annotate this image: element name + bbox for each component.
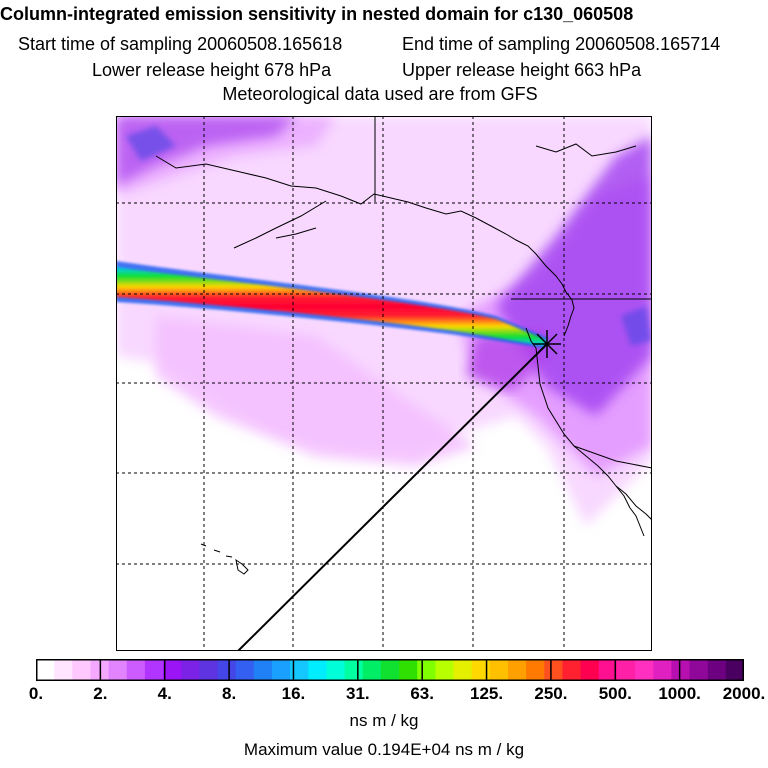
border-us-mexico: [573, 445, 652, 469]
colorbar-swatch: [399, 659, 418, 681]
coastline-baja: [629, 507, 645, 537]
colorbar-swatch: [308, 659, 327, 681]
trajectory-line: [237, 343, 548, 651]
colorbar-swatch: [653, 659, 672, 681]
colorbar-ticks: 0. 2. 4. 8. 16. 31. 63. 125. 250. 500. 1000. 2000.: [0, 684, 768, 706]
colorbar-swatch: [344, 659, 364, 681]
colorbar-tick-label: 8.: [221, 684, 237, 703]
lat-lon-grid: [116, 116, 652, 651]
colorbar-swatch: [380, 659, 400, 681]
coastline-peninsula: [233, 200, 327, 249]
field-violet-receptor: [466, 331, 546, 391]
colorbar-swatch: [635, 659, 654, 681]
colorbar-swatch: [417, 659, 436, 681]
colorbar-swatch: [689, 659, 709, 681]
colorbar-swatch: [671, 659, 691, 681]
met-data-label: Meteorological data used are from GFS: [222, 84, 538, 104]
colorbar-swatch: [725, 659, 744, 681]
colorbar-swatch: [453, 659, 473, 681]
colorbar-units: ns m / kg: [349, 711, 419, 730]
colorbar-swatch: [217, 659, 237, 681]
colorbar-swatch: [326, 659, 346, 681]
colorbar-tick-label: 125.: [469, 684, 504, 703]
colorbar-tick-label: 63.: [410, 684, 434, 703]
colorbar-swatch: [362, 659, 382, 681]
coastline-mexico-gulf: [615, 485, 652, 521]
colorbar-swatch: [72, 659, 91, 681]
colorbar-swatch: [598, 659, 618, 681]
coastline-islands-north: [535, 143, 637, 157]
receptor-marker: [533, 330, 561, 358]
colorbar-swatch: [235, 659, 255, 681]
colorbar-tick-label: 1000.: [658, 684, 701, 703]
colorbar-swatch: [580, 659, 600, 681]
colorbar-tick-label: 2.: [93, 684, 108, 703]
colorbar-swatch: [272, 659, 291, 681]
colorbar-swatch: [562, 659, 582, 681]
colorbar-tick-label: 0.: [28, 684, 44, 703]
colorbar-tick-label: 250.: [534, 684, 568, 703]
colorbar-swatch: [36, 659, 55, 681]
colorbar-swatch: [544, 659, 563, 681]
colorbar-swatch: [199, 659, 219, 681]
colorbar-swatch: [526, 659, 545, 681]
end-time-label: End time of sampling 20060508.165714: [402, 34, 721, 54]
colorbar-swatch: [126, 659, 146, 681]
colorbar-swatch: [616, 659, 636, 681]
colorbar-swatch: [108, 659, 128, 681]
map-frame: [116, 116, 652, 651]
coastline-southwest: [275, 227, 317, 239]
colorbar: [36, 659, 744, 681]
start-time-label: Start time of sampling 20060508.165618: [18, 34, 343, 54]
sensitivity-map: [116, 116, 652, 651]
coastline-west-coast: [525, 327, 631, 509]
colorbar-swatch: [144, 659, 164, 681]
lower-release-label: Lower release height 678 hPa: [92, 60, 332, 80]
colorbar-tick-label: 16.: [281, 684, 306, 703]
colorbar-swatch: [435, 659, 455, 681]
field-pink-south: [156, 316, 476, 466]
colorbar-tick-label: 2000.: [722, 684, 766, 703]
colorbar-swatch: [290, 659, 309, 681]
maximum-value-label: Maximum value 0.194E+04 ns m / kg: [243, 740, 525, 759]
upper-release-label: Upper release height 663 hPa: [402, 60, 642, 80]
colorbar-tick-label: 4.: [157, 684, 172, 703]
colorbar-swatch: [253, 659, 273, 681]
colorbar-tick-label: 31.: [345, 684, 370, 703]
coastline-alaska: [155, 155, 575, 337]
colorbar-border: [36, 659, 744, 681]
hawaii-islands: [200, 543, 249, 575]
colorbar-swatch: [508, 659, 527, 681]
plot-title: Column-integrated emission sensitivity i…: [0, 4, 634, 24]
colorbar-swatch: [489, 659, 509, 681]
coastlines: [155, 116, 652, 575]
colorbar-swatch: [471, 659, 491, 681]
colorbar-tick-label: 500.: [598, 684, 632, 703]
plume-core: [116, 267, 546, 346]
colorbar-swatch: [163, 659, 182, 681]
colorbar-swatch: [54, 659, 73, 681]
colorbar-swatch: [181, 659, 200, 681]
colorbar-swatch: [707, 659, 727, 681]
